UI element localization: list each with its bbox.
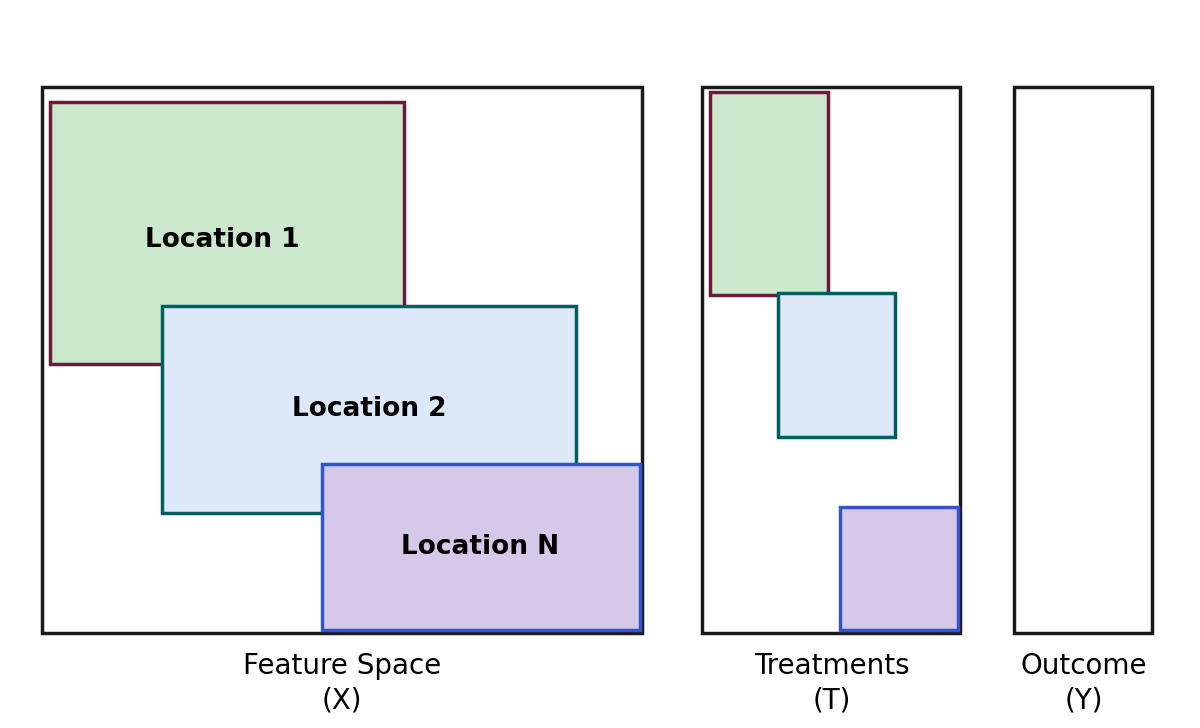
Text: (T): (T): [812, 687, 851, 714]
Text: Location 2: Location 2: [293, 396, 446, 422]
Text: (Y): (Y): [1064, 687, 1103, 714]
Bar: [1014, 87, 1152, 633]
Text: Location 1: Location 1: [145, 227, 299, 253]
Text: (X): (X): [322, 687, 362, 714]
Text: Location N: Location N: [401, 534, 559, 561]
Bar: [840, 507, 958, 630]
Bar: [162, 306, 576, 513]
Bar: [322, 464, 640, 630]
Bar: [710, 92, 828, 295]
Bar: [50, 102, 404, 364]
Bar: [42, 87, 642, 633]
Bar: [702, 87, 960, 633]
Text: Feature Space: Feature Space: [242, 652, 442, 680]
Text: Outcome: Outcome: [1020, 652, 1147, 680]
Text: Treatments: Treatments: [754, 652, 910, 680]
Bar: [778, 293, 895, 437]
